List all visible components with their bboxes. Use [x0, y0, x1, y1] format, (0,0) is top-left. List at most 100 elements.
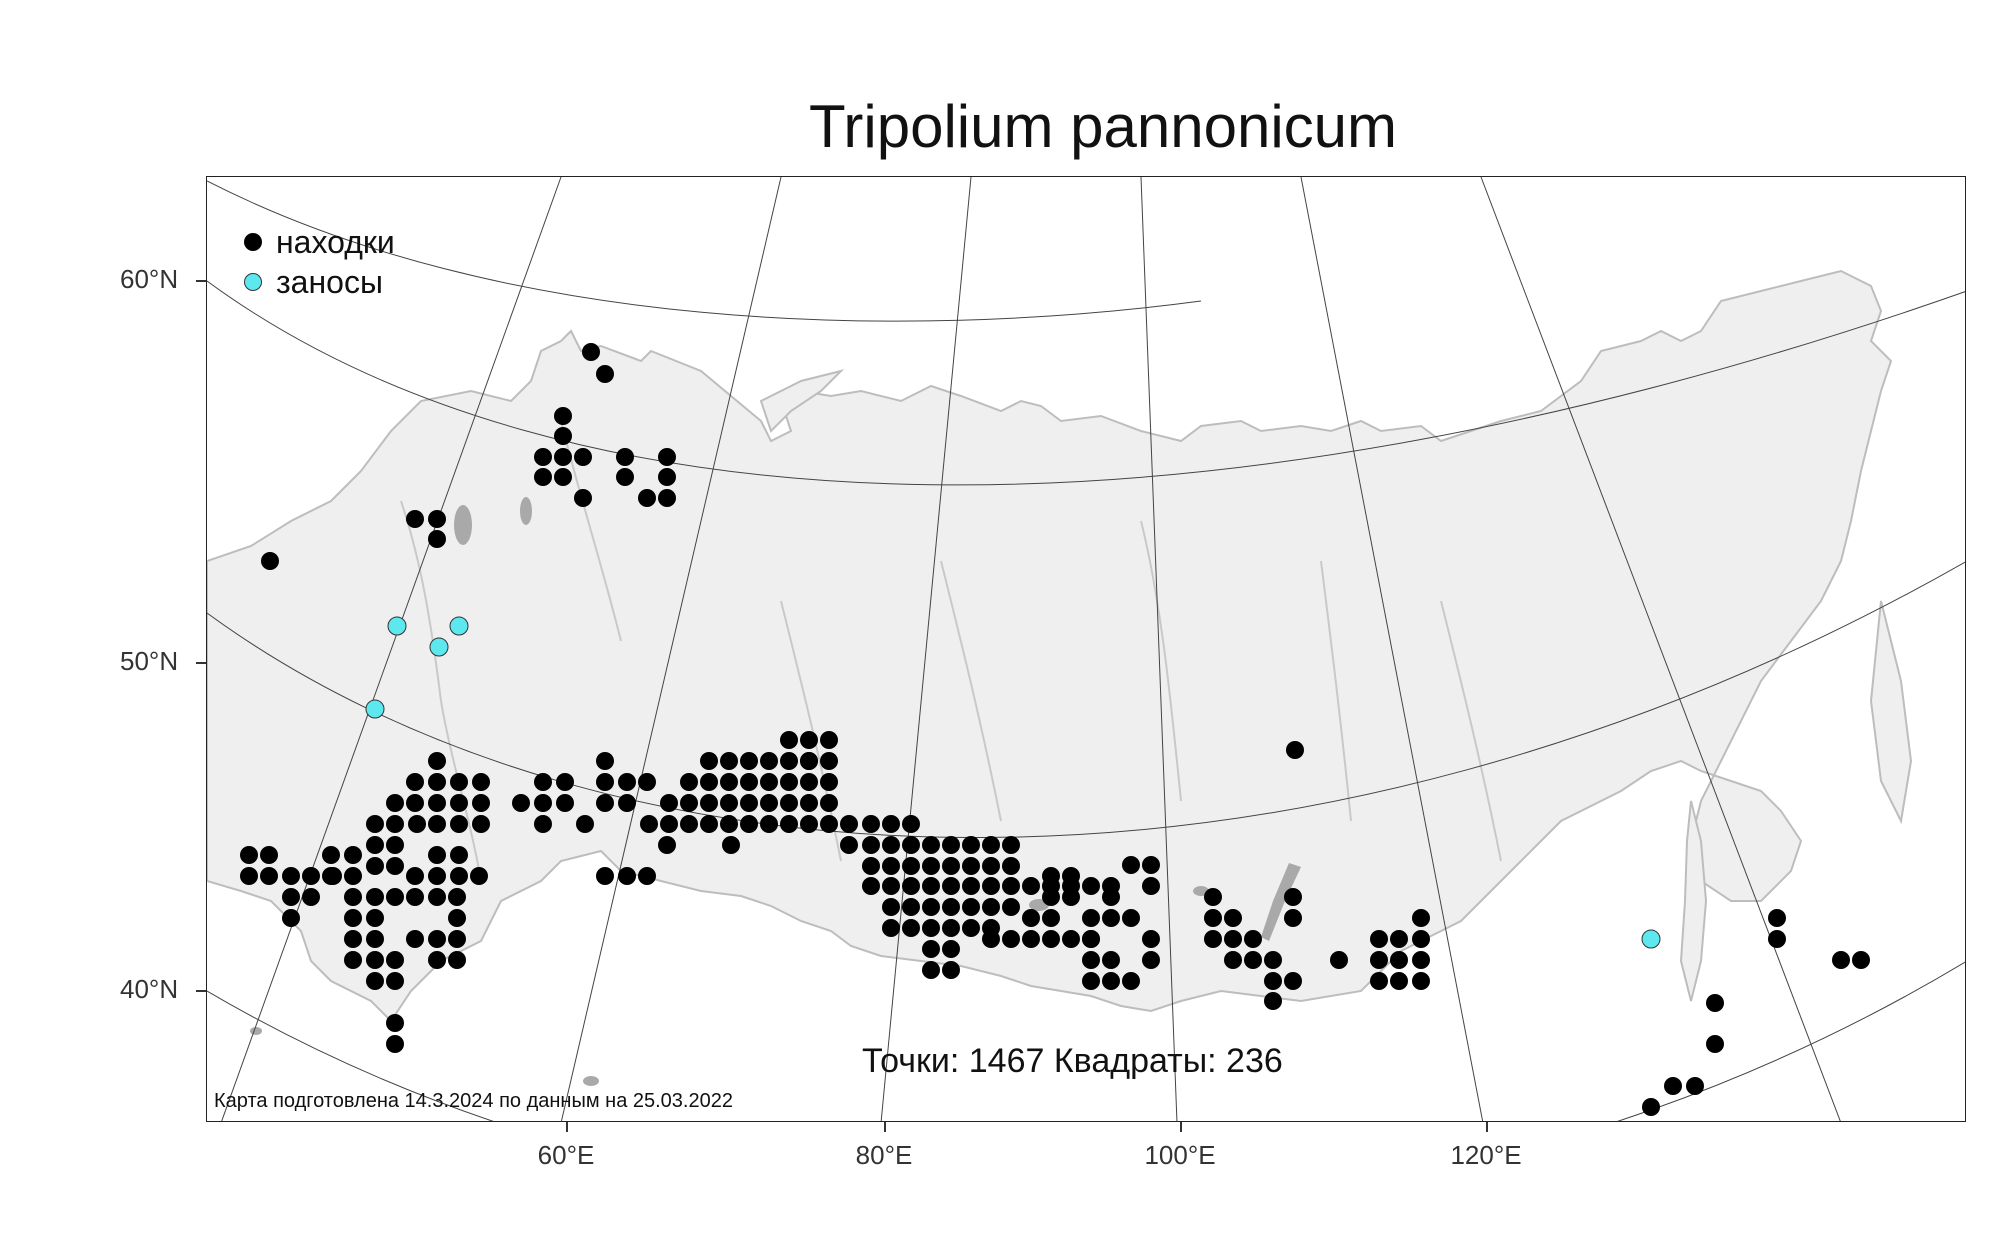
find-dot	[450, 773, 468, 791]
lon-label-120: 120°E	[1450, 1140, 1522, 1170]
find-dot	[1370, 951, 1388, 969]
find-dot	[366, 930, 384, 948]
find-dot	[942, 919, 960, 937]
find-dot	[406, 773, 424, 791]
find-dot	[1002, 877, 1020, 895]
find-dot	[800, 794, 818, 812]
find-dot	[942, 836, 960, 854]
lat-label-60: 60°N	[120, 264, 179, 294]
find-dot	[902, 898, 920, 916]
find-dot	[428, 846, 446, 864]
find-dot	[700, 815, 718, 833]
find-dot	[902, 919, 920, 937]
find-dot	[820, 773, 838, 791]
find-dot	[1102, 951, 1120, 969]
find-dot	[386, 1014, 404, 1032]
find-dot	[344, 951, 362, 969]
find-dot	[1412, 909, 1430, 927]
find-dot	[700, 794, 718, 812]
lat-tick-60	[196, 280, 206, 282]
find-dot	[470, 867, 488, 885]
find-dot	[962, 919, 980, 937]
find-dot	[428, 510, 446, 528]
find-dot	[962, 877, 980, 895]
find-dot	[366, 972, 384, 990]
find-dot	[366, 857, 384, 875]
lon-tick-60	[566, 1122, 568, 1132]
find-dot	[556, 773, 574, 791]
find-dot	[1244, 951, 1262, 969]
find-dot	[862, 857, 880, 875]
find-dot	[680, 794, 698, 812]
find-dot	[1204, 909, 1222, 927]
find-dot	[1284, 972, 1302, 990]
find-dot	[840, 836, 858, 854]
find-dot	[780, 773, 798, 791]
legend-item-finds: находки	[244, 222, 395, 262]
find-dot	[618, 794, 636, 812]
find-dot	[922, 836, 940, 854]
find-dot	[386, 836, 404, 854]
find-dot	[1002, 857, 1020, 875]
find-dot	[760, 815, 778, 833]
find-dot	[554, 427, 572, 445]
find-dot	[1264, 972, 1282, 990]
find-dot	[700, 773, 718, 791]
find-dot	[1142, 930, 1160, 948]
find-dot	[344, 888, 362, 906]
find-dot	[302, 867, 320, 885]
find-dot	[282, 888, 300, 906]
find-dot	[1264, 992, 1282, 1010]
find-dot	[962, 836, 980, 854]
map-preparation-note: Карта подготовлена 14.3.2024 по данным н…	[214, 1090, 733, 1112]
find-dot	[1390, 951, 1408, 969]
find-dot	[660, 815, 678, 833]
find-dot	[1412, 972, 1430, 990]
find-dot	[660, 794, 678, 812]
find-dot	[1330, 951, 1348, 969]
find-dot	[1390, 930, 1408, 948]
rivers	[400, 420, 1502, 882]
find-dot	[658, 468, 676, 486]
legend-label-finds: находки	[276, 223, 395, 260]
find-dot	[1284, 888, 1302, 906]
find-dot	[942, 940, 960, 958]
find-dot	[596, 794, 614, 812]
lon-tick-80	[884, 1122, 886, 1132]
find-dot	[862, 877, 880, 895]
find-dot	[1022, 909, 1040, 927]
find-dot	[260, 867, 278, 885]
find-dot	[574, 489, 592, 507]
find-dot	[740, 752, 758, 770]
find-dot	[1706, 1035, 1724, 1053]
find-dot	[450, 846, 468, 864]
find-dot	[640, 815, 658, 833]
lat-label-50: 50°N	[120, 646, 179, 676]
find-dot	[638, 489, 656, 507]
find-dot	[1264, 951, 1282, 969]
find-dot	[1204, 888, 1222, 906]
find-dot	[1852, 951, 1870, 969]
lat-tick-50	[196, 662, 206, 664]
find-dot	[780, 731, 798, 749]
find-dot	[406, 930, 424, 948]
find-dot	[680, 773, 698, 791]
find-dot	[1122, 856, 1140, 874]
find-dot	[1370, 972, 1388, 990]
find-dot	[386, 857, 404, 875]
find-dot	[922, 940, 940, 958]
find-dot	[962, 898, 980, 916]
find-dot	[596, 867, 614, 885]
find-dot	[820, 752, 838, 770]
lon-label-80: 80°E	[855, 1140, 913, 1170]
introduction-dot	[387, 616, 407, 636]
find-dot	[638, 773, 656, 791]
find-dot	[448, 888, 466, 906]
find-dot	[982, 898, 1000, 916]
find-dot	[658, 489, 676, 507]
find-dot	[534, 448, 552, 466]
lon-label-60: 60°E	[537, 1140, 595, 1170]
find-dot	[554, 407, 572, 425]
find-dot	[862, 815, 880, 833]
find-dot	[720, 815, 738, 833]
